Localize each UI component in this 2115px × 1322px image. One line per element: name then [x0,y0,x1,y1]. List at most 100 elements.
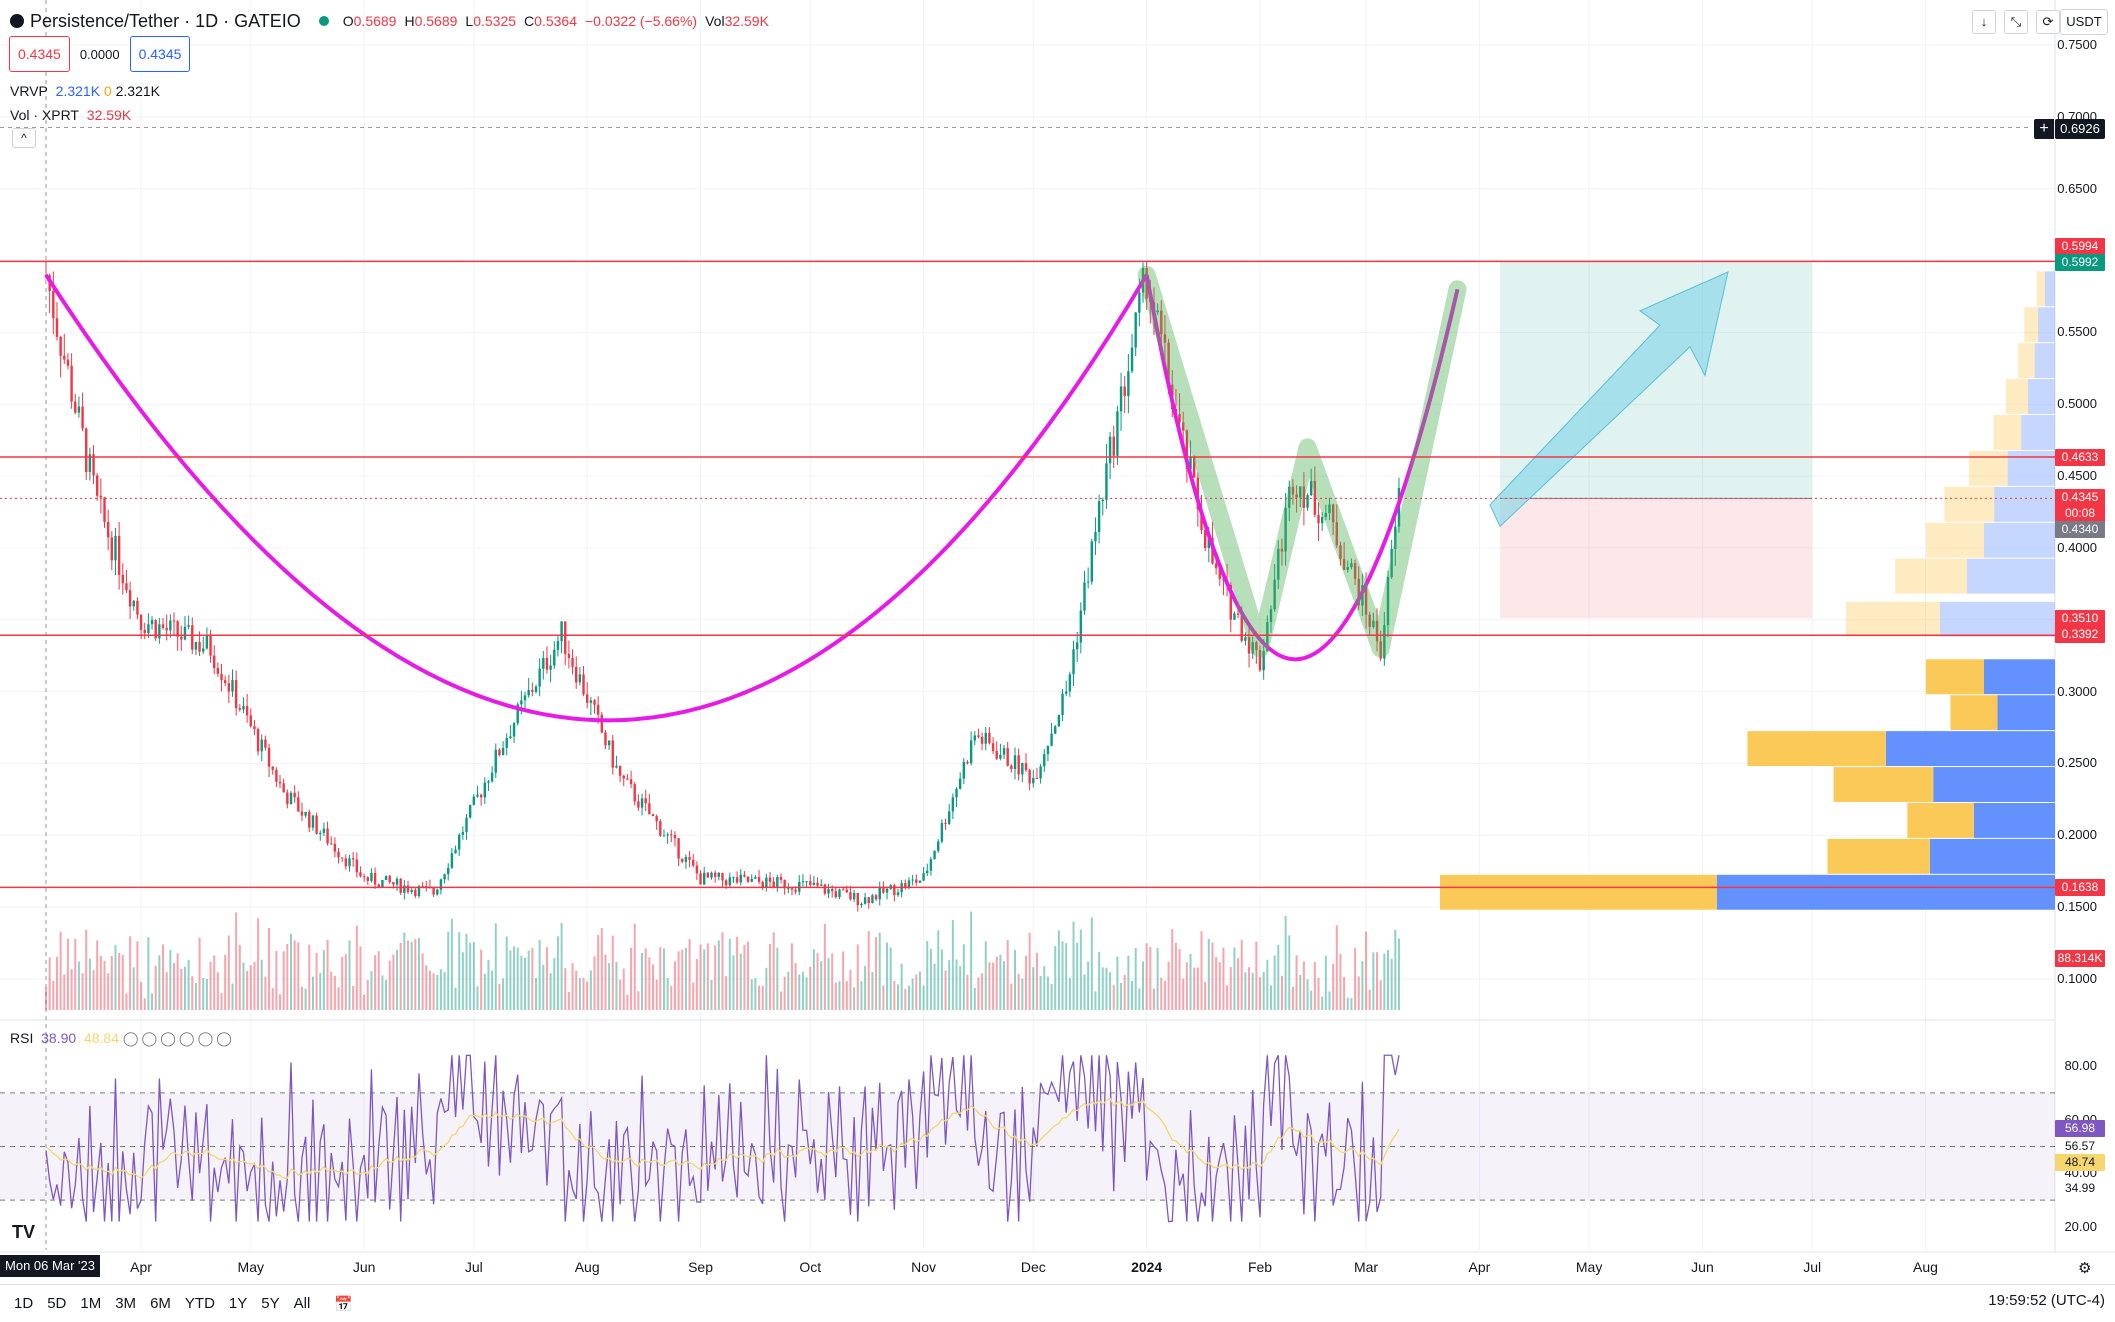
range-6m[interactable]: 6M [150,1295,171,1312]
volume-bar [99,955,102,1010]
candle-body [999,754,1002,759]
volume-bar [772,932,775,1010]
volume-bar [454,987,457,1010]
currency-select[interactable]: USDT [2060,9,2108,35]
range-1y[interactable]: 1Y [228,1295,248,1312]
volume-bar [553,958,556,1010]
volume-bar [1240,939,1243,1010]
candle-body [940,823,944,842]
volume-bar [567,991,570,1010]
symbol-title[interactable]: Persistence/Tether · 1D · GATEIO [30,10,301,31]
volume-bar [838,981,841,1010]
volume-bar [1324,955,1327,1010]
download-icon[interactable]: ↓ [1972,10,1996,34]
volume-bar [286,944,289,1010]
candle-body [505,738,508,748]
collapse-icon[interactable]: ⤡ [2004,10,2028,34]
range-3m[interactable]: 3M [115,1295,137,1312]
time-axis-label: Aug [574,1259,600,1275]
volume-bar [505,936,508,1010]
vrvp-down-bar [1925,659,1984,695]
vrvp-legend[interactable]: VRVP 2.321K 0 2.321K [10,83,160,99]
collapse-legend-button[interactable]: ^ [12,128,36,148]
volume-bar [809,966,812,1010]
volume-bar [1116,956,1119,1010]
candle-body [969,740,973,764]
volume-bar [487,959,490,1010]
volume-bar [1127,955,1130,1010]
volume-bar [622,968,625,1010]
volume-bar [249,965,252,1010]
volume-bar [187,959,190,1010]
volume-bar [1335,925,1338,1010]
candle-body [1203,530,1207,549]
volume-legend[interactable]: Vol · XPRT 32.59K [10,107,132,123]
volume-bar [1079,929,1082,1010]
candle-body [319,832,322,834]
candle-body [1379,641,1382,659]
candle-body [1383,625,1386,659]
volume-bar [275,950,278,1010]
sell-button[interactable]: 0.4345 [9,36,70,72]
volume-bar [1141,961,1144,1010]
volume-bar [794,962,797,1010]
candle-body [1072,649,1075,675]
volume-bar [860,981,863,1010]
calendar-icon[interactable]: 📅 [334,1295,353,1313]
rsi-legend[interactable]: RSI 38.90 48.84 ◯◯◯◯◯◯ [10,1030,235,1046]
candle-body [779,877,783,880]
candle-body [191,625,194,650]
vrvp-down-bar [1993,415,2022,450]
range-1d[interactable]: 1D [14,1295,34,1312]
candle-body [395,878,399,885]
range-5y[interactable]: 5Y [261,1295,280,1312]
drawing-overlay [44,265,1729,723]
candle-body [245,706,249,716]
candle-body [132,600,135,607]
volume-bar [944,970,947,1010]
volume-bar [154,965,157,1010]
volume-bar [96,940,99,1010]
volume-bar [74,938,77,1010]
reset-icon[interactable]: ⟳ [2036,10,2060,34]
candle-body [333,843,337,852]
add-alert-icon[interactable]: + [2034,119,2054,139]
price-tag: 0.4633 [2055,449,2105,466]
clock[interactable]: 19:59:52 (UTC-4) [1988,1292,2105,1309]
candle-body [1116,411,1119,456]
volume-bar [498,983,501,1010]
settings-gear-icon[interactable]: ⚙ [2078,1260,2092,1277]
volume-bar [977,977,980,1010]
volume-bar [747,941,750,1010]
candle-body [264,739,267,748]
buy-button[interactable]: 0.4345 [129,36,191,72]
volume-bar [864,966,867,1010]
volume-bar [1266,959,1269,1010]
volume-bar [750,979,753,1010]
market-status-icon [318,16,329,26]
candle-body [830,889,834,892]
candle-body [713,872,717,877]
volume-bar [202,977,205,1010]
range-1m[interactable]: 1M [80,1295,102,1312]
candle-body [139,614,143,630]
tradingview-logo-icon[interactable]: TV [12,1222,36,1242]
candle-body [743,874,746,877]
candle-body [498,749,501,756]
range-ytd[interactable]: YTD [184,1295,215,1312]
volume-bar [297,942,300,1010]
vrvp-down-bar [1950,695,1998,731]
volume-bar [853,987,856,1010]
range-all[interactable]: All [293,1295,311,1312]
candle-body [183,626,187,640]
volume-bar [1368,989,1371,1010]
candle-body [1097,501,1101,533]
range-5d[interactable]: 5D [47,1295,67,1312]
time-axis-label: Aug [1913,1259,1938,1275]
volume-bar [381,975,384,1010]
volume-bar [703,949,706,1010]
volume-bar [666,978,669,1010]
volume-bar [604,954,607,1010]
time-axis-label: Dec [1020,1259,1046,1275]
